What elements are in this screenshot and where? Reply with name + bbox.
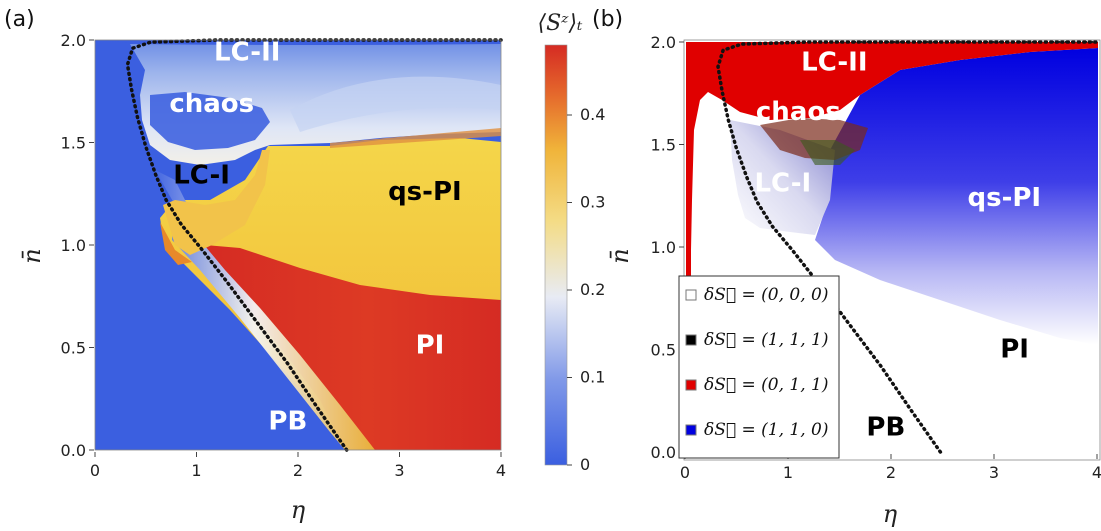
lcii-inner-band xyxy=(290,76,501,132)
region-label: PI xyxy=(416,331,445,361)
panel-a-plot xyxy=(94,38,503,452)
region-labels-a: LC-II chaos LC-I qs-PI PI PB xyxy=(169,38,461,437)
x-axis-label-b: η xyxy=(883,500,898,528)
region-label: PB xyxy=(866,413,905,443)
y-tick-label: 0.5 xyxy=(651,341,676,360)
legend-swatch xyxy=(685,334,697,346)
x-tick-label: 1 xyxy=(191,461,201,480)
colorbar-label: ⟨Sᶻ⟩ₜ xyxy=(538,11,584,36)
y-tick-label: 2.0 xyxy=(651,33,676,52)
region-label: LC-II xyxy=(801,48,867,78)
x-tick-label: 3 xyxy=(989,463,999,482)
plot-frame-a xyxy=(94,39,502,451)
x-tick-label: 0 xyxy=(90,461,100,480)
region-pi-fill xyxy=(205,245,501,450)
axis-ticks-b: 0 1 2 3 4 0.0 0.5 1.0 1.5 2.0 xyxy=(651,33,1101,482)
colorbar: ⟨Sᶻ⟩ₜ 0 0.1 0.2 0.3 0.4 xyxy=(538,11,606,474)
colorbar-tick-label: 0.2 xyxy=(580,280,605,299)
colorbar-tick-label: 0 xyxy=(580,455,590,474)
panel-b-plot xyxy=(683,39,1101,461)
colorbar-tick-label: 0.1 xyxy=(580,368,605,387)
panel-b-label: (b) xyxy=(592,7,623,32)
colorbar-ticks: 0 0.1 0.2 0.3 0.4 xyxy=(567,105,605,474)
boundary-fringe xyxy=(155,170,375,450)
region-label: PB xyxy=(268,407,307,437)
legend-swatch xyxy=(685,289,697,301)
y-tick-label: 1.5 xyxy=(651,136,676,155)
y-tick-label: 1.0 xyxy=(61,236,86,255)
x-axis-label-a: η xyxy=(291,496,306,524)
panel-a-label: (a) xyxy=(4,7,35,32)
chaos-dark-patch xyxy=(800,140,855,165)
legend: δS⃗ = (0, 0, 0) δS⃗ = (1, 1, 1) δS⃗ = (0, … xyxy=(678,275,840,459)
x-tick-label: 4 xyxy=(1092,463,1101,482)
y-axis-label-a: n̄ xyxy=(18,248,46,263)
x-tick-label: 3 xyxy=(394,461,404,480)
y-tick-label: 1.0 xyxy=(651,238,676,257)
region-label: LC-I xyxy=(754,169,811,199)
plot-frame-b xyxy=(683,39,1101,461)
y-tick-label: 0.0 xyxy=(61,441,86,460)
region-lcii-fill-b xyxy=(690,42,1098,300)
y-tick-label: 0.0 xyxy=(651,443,676,462)
x-tick-label: 1 xyxy=(783,463,793,482)
colorbar-gradient xyxy=(544,44,568,466)
panel-b: (b) 0 1 2 3 4 0.0 0.5 1.0 1.5 2.0 LC-II chaos LC-I q… xyxy=(592,7,1101,528)
legend-entry: δS⃗ = (1, 1, 1) xyxy=(704,330,828,350)
legend-entry: δS⃗ = (0, 0, 0) xyxy=(704,285,828,305)
region-label: chaos xyxy=(756,97,841,127)
y-axis-label-b: n̄ xyxy=(606,248,634,263)
left-red-column xyxy=(686,42,691,332)
x-tick-label: 4 xyxy=(496,461,506,480)
legend-box xyxy=(678,275,840,459)
qspi-top-strip xyxy=(330,128,501,148)
axis-ticks-a: 0 1 2 3 4 0.0 0.5 1.0 1.5 2.0 xyxy=(61,31,507,480)
region-chaos-fill xyxy=(150,92,270,150)
dotted-boundary-b xyxy=(716,40,1099,454)
panel-a: (a) 0 1 2 3 4 0.0 0.5 1.0 1.5 2.0 xyxy=(4,7,605,524)
region-label: LC-II xyxy=(214,38,280,68)
region-label: qs-PI xyxy=(967,183,1041,213)
colorbar-tick-label: 0.3 xyxy=(580,193,605,212)
y-tick-label: 2.0 xyxy=(61,31,86,50)
x-tick-label: 2 xyxy=(293,461,303,480)
dotted-boundary-a xyxy=(125,38,503,452)
legend-entry: δS⃗ = (0, 1, 1) xyxy=(704,375,828,395)
region-label: PI xyxy=(1000,335,1029,365)
lci-orange-edge xyxy=(160,222,192,265)
region-labels-b: LC-II chaos LC-I qs-PI PI PB xyxy=(754,48,1041,443)
x-tick-label: 2 xyxy=(886,463,896,482)
y-tick-label: 1.5 xyxy=(61,134,86,153)
region-lci-fill xyxy=(163,150,270,255)
legend-entry: δS⃗ = (1, 1, 0) xyxy=(704,420,828,440)
x-tick-label: 0 xyxy=(680,463,690,482)
legend-swatch xyxy=(685,424,697,436)
region-label: chaos xyxy=(169,89,254,119)
legend-swatch xyxy=(685,379,697,391)
colorbar-tick-label: 0.4 xyxy=(580,105,605,124)
region-qspi-fill-b xyxy=(815,48,1098,345)
region-label: LC-I xyxy=(173,161,230,191)
region-label: qs-PI xyxy=(388,177,462,207)
y-tick-label: 0.5 xyxy=(61,339,86,358)
